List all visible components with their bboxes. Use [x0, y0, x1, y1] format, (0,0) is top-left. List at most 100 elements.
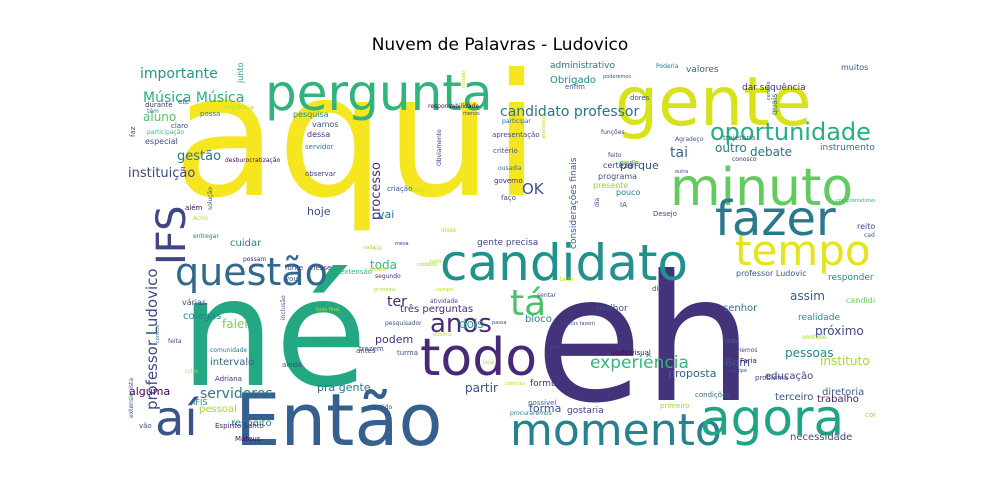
- word-eh: eh: [535, 239, 754, 442]
- word-pode: pode: [619, 159, 639, 168]
- word-extensão: extensão: [340, 268, 372, 276]
- word-viemos: viemos: [736, 347, 758, 354]
- word-dar-sequência: dar sequência: [742, 82, 806, 93]
- word-todo: todo: [420, 328, 537, 388]
- word-acontecer: acontecer: [541, 113, 547, 139]
- word-né: né: [180, 247, 367, 421]
- word-várias: várias: [182, 298, 206, 307]
- word-assim: assim: [790, 289, 825, 303]
- word-certeza: certeza: [603, 161, 633, 170]
- word-outro: outro: [715, 141, 747, 155]
- word-pouco: pouco: [616, 188, 640, 197]
- word-debate: debate: [750, 145, 792, 159]
- word-anos: anos: [430, 309, 492, 339]
- word-tá: tá: [510, 283, 546, 324]
- word-mateus: Mateus: [235, 435, 261, 443]
- word-atividade: atividade: [430, 298, 458, 305]
- word-participação: participação: [147, 129, 184, 136]
- word-intervalo: intervalo: [210, 357, 254, 368]
- word-conosco: conosco: [732, 156, 757, 163]
- word-ifs: IFS: [149, 206, 195, 266]
- word-construção: construção: [865, 411, 875, 419]
- word-cuidar: cuidar: [230, 238, 262, 249]
- word-instituição: instituição: [128, 166, 195, 181]
- word-além: além: [185, 204, 203, 212]
- word-ifis: IFIS: [193, 398, 207, 407]
- word-oportunidade: oportunidade: [710, 118, 871, 146]
- word-vontade: vontade: [802, 334, 827, 341]
- word-procuraremos: procuraremos: [510, 410, 552, 417]
- word-ousadia: ousadia: [498, 165, 522, 172]
- word-terceiro: terceiro: [775, 392, 813, 403]
- word-primeiro: primeiro: [660, 402, 689, 410]
- word-segundo: segundo: [375, 273, 401, 280]
- word-presente: presente: [593, 181, 628, 190]
- word-comprometimento: comprometimento: [836, 198, 875, 204]
- word-valores: valores: [686, 65, 719, 75]
- word-toda: toda: [370, 258, 397, 272]
- word-obviamente: Obviamente: [436, 129, 443, 166]
- word-pessoal: pessoal: [199, 404, 237, 415]
- word-especial: especial: [145, 137, 178, 146]
- word-faço: faço: [501, 194, 516, 202]
- word-enfim: enfim: [565, 83, 585, 91]
- word-observar: observar: [305, 170, 336, 178]
- word-vamos: vamos: [312, 120, 339, 129]
- word-dessa: dessa: [307, 130, 330, 139]
- word-vão: vão: [139, 422, 152, 430]
- word-poderia: Poderia: [656, 63, 679, 70]
- word-local: local: [483, 360, 495, 366]
- word-experiência: experiência: [590, 353, 689, 373]
- word-dois: dois: [459, 317, 484, 331]
- word-etc: etc: [178, 98, 189, 106]
- word-agora: agora: [700, 389, 844, 447]
- word-vou: vou: [285, 275, 298, 283]
- word-equipe: equipe: [730, 368, 747, 374]
- word-fazer: fazer: [715, 191, 836, 247]
- word-educação: educação: [765, 371, 813, 382]
- word-inclusão: inclusão: [280, 295, 287, 320]
- word-possa: possa: [200, 110, 220, 118]
- word-passa: passa: [492, 320, 507, 326]
- word-forma: forma: [529, 402, 561, 415]
- word-formular: formular: [530, 379, 569, 389]
- word-três-perguntas: três perguntas: [400, 303, 473, 315]
- word-antes: antes: [356, 347, 376, 355]
- word-falei: falei: [222, 317, 248, 331]
- word-diretoria: diretoria: [822, 387, 864, 398]
- word-critério: critério: [493, 147, 518, 155]
- word-gente-precisa: gente precisa: [477, 238, 538, 248]
- word-pessoas: pessoas: [785, 346, 833, 360]
- word-extensionista: extensionista: [128, 378, 135, 418]
- word-proposta: proposta: [668, 367, 717, 380]
- word-junto: junto: [236, 63, 245, 85]
- word-respeito: respeito: [231, 418, 272, 429]
- word-atender: atender: [621, 160, 642, 166]
- word-instrumento: instrumento: [820, 143, 875, 153]
- word-dores: dores: [630, 94, 650, 102]
- word-bem: bem: [560, 276, 574, 283]
- word-outra: outra: [675, 169, 688, 175]
- word-partir: partir: [465, 381, 498, 395]
- word-porque: porque: [620, 159, 659, 172]
- word-candidata: candidata: [846, 296, 875, 305]
- word-entre: entre: [410, 188, 423, 194]
- word-ter: ter: [387, 294, 407, 310]
- word-feita: feita: [168, 338, 182, 345]
- word-nada: nada: [363, 245, 375, 251]
- word-convite: convite: [155, 325, 161, 343]
- word-gestão: gestão: [177, 149, 221, 164]
- word-desburocratização: desburocratização: [225, 157, 281, 164]
- word-importante: importante: [140, 66, 218, 82]
- word-nesse: nesse: [311, 264, 331, 272]
- word-candidato: candidato: [440, 234, 688, 292]
- word-música-música: Música Música: [143, 90, 244, 106]
- word-ciências: ciências: [505, 380, 526, 387]
- word-trazem: trazem: [359, 345, 384, 353]
- word-sentar: sentar: [537, 292, 557, 299]
- word-então: Então: [235, 378, 443, 450]
- word-muitos-fazem: muitos fazem: [561, 321, 595, 327]
- word-desejo: Desejo: [653, 210, 677, 218]
- word-comunidade: comunidade: [210, 347, 247, 354]
- word-sequência: sequência: [223, 104, 254, 111]
